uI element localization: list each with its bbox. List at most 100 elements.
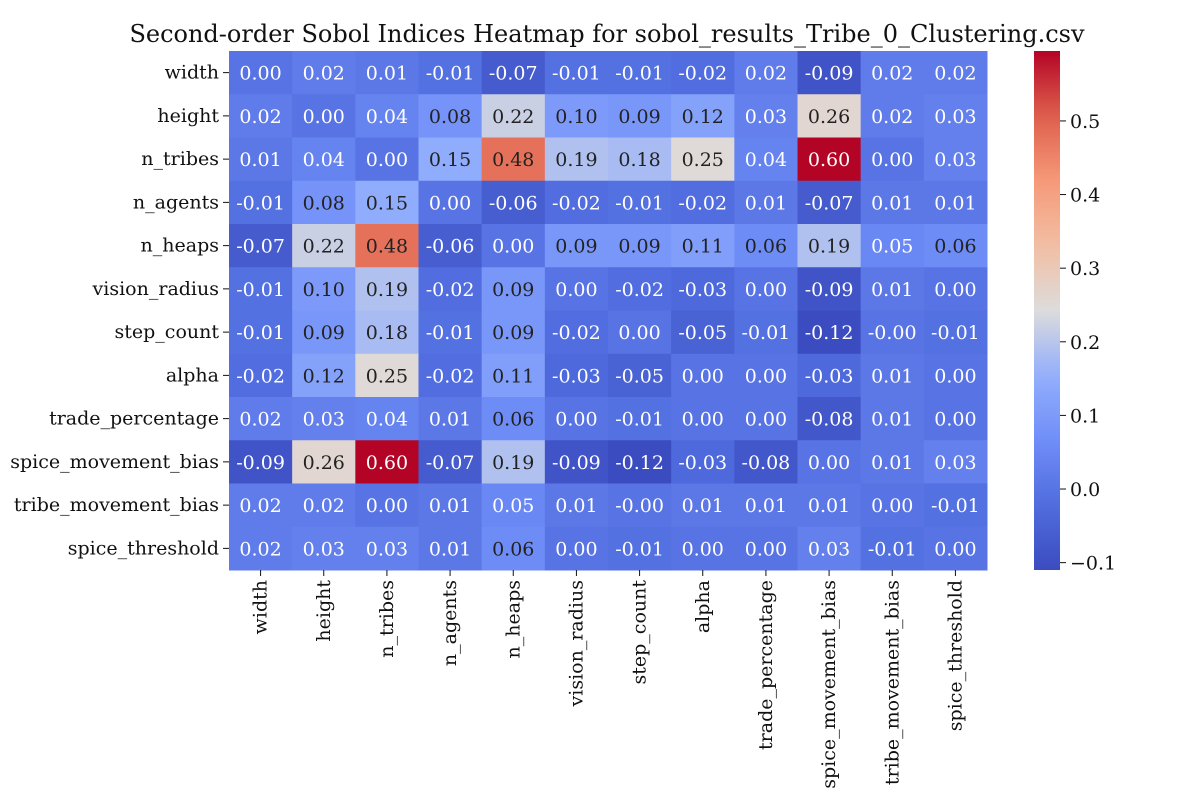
heatmap-cell: [734, 440, 798, 484]
heatmap-cell: [544, 526, 609, 571]
heatmap-cell-value: 0.05: [492, 495, 534, 517]
heatmap-cell: [292, 137, 356, 182]
heatmap-cell-value: -0.01: [868, 538, 917, 560]
heatmap-cell: [544, 440, 609, 484]
heatmap-cell-value: 0.03: [745, 106, 787, 128]
heatmap-cell-value: -0.07: [489, 63, 538, 85]
heatmap-cell-value: 0.02: [303, 63, 345, 85]
heatmap-cell: [860, 94, 925, 138]
heatmap-cell-value: 0.09: [555, 236, 597, 258]
heatmap-cell: [797, 51, 862, 95]
heatmap-cell-value: 0.03: [303, 409, 345, 431]
y-tick-label: spice_movement_bias: [10, 451, 219, 473]
heatmap-cell-value: 0.00: [871, 149, 913, 171]
heatmap-cells: [229, 51, 988, 571]
heatmap-cell: [544, 483, 609, 528]
heatmap-cell: [355, 94, 419, 138]
heatmap-cell: [923, 94, 988, 138]
heatmap-cell: [418, 51, 483, 95]
heatmap-cell-value: 0.12: [303, 365, 345, 387]
heatmap-cell: [481, 526, 546, 571]
heatmap-cell: [860, 440, 925, 484]
heatmap-cell: [229, 51, 293, 95]
heatmap-cell-value: 0.26: [808, 106, 850, 128]
heatmap-cell-value: -0.03: [805, 365, 854, 387]
heatmap-cell: [608, 353, 672, 398]
heatmap-cell: [797, 440, 862, 484]
heatmap-cell-value: -0.03: [678, 279, 727, 301]
heatmap-cell: [608, 137, 672, 182]
heatmap-cell-value: 0.15: [429, 149, 471, 171]
heatmap-cell-value: 0.00: [808, 452, 850, 474]
heatmap-cell: [608, 526, 672, 571]
heatmap-cell-value: -0.01: [615, 192, 664, 214]
heatmap-cell-value: -0.01: [615, 409, 664, 431]
heatmap-cell: [418, 267, 483, 311]
heatmap-cell: [671, 526, 735, 571]
heatmap-cell: [608, 51, 672, 95]
heatmap-cell-value: 0.09: [618, 236, 660, 258]
heatmap-cell-value: 0.01: [429, 409, 471, 431]
heatmap-cell-value: 0.03: [303, 538, 345, 560]
heatmap-cell: [671, 94, 735, 138]
x-tick-label: vision_radius: [565, 580, 587, 707]
heatmap-cell-value: 0.25: [682, 149, 724, 171]
heatmap-cell: [292, 483, 356, 528]
heatmap-cell-value: 0.00: [618, 322, 660, 344]
heatmap-cell-value: 0.18: [618, 149, 660, 171]
heatmap-cell: [860, 353, 925, 398]
y-tick-label: step_count: [115, 321, 220, 343]
x-tick-label: width: [250, 580, 272, 634]
heatmap-cell-value: -0.03: [552, 365, 601, 387]
heatmap-cell: [481, 440, 546, 484]
heatmap-cell-value: 0.19: [492, 452, 534, 474]
heatmap-cell: [229, 224, 293, 268]
heatmap-cell-value: 0.02: [239, 409, 281, 431]
heatmap-cell: [860, 51, 925, 95]
heatmap-cell-value: 0.05: [871, 236, 913, 258]
heatmap-cell-value: 0.01: [871, 365, 913, 387]
colorbar-ticks: −0.1 0.0 0.1 0.2 0.3 0.4 0.5: [1060, 111, 1116, 575]
heatmap-cell: [292, 94, 356, 138]
colorbar-tick-label: 0.3: [1070, 258, 1100, 280]
heatmap-cell: [355, 180, 419, 225]
heatmap-cell-value: 0.03: [934, 452, 976, 474]
heatmap-cell-value: -0.01: [236, 279, 285, 301]
heatmap-cell-value: 0.02: [239, 106, 281, 128]
heatmap-cell: [923, 137, 988, 182]
heatmap-cell-value: 0.09: [303, 322, 345, 344]
heatmap-cell: [671, 310, 735, 355]
heatmap-cell: [923, 440, 988, 484]
heatmap-cell: [418, 440, 483, 484]
heatmap-cell-value: 0.09: [492, 279, 534, 301]
heatmap-cell: [671, 51, 735, 95]
heatmap-cell-value: 0.19: [808, 236, 850, 258]
heatmap-cell: [734, 224, 798, 268]
heatmap-cell: [292, 51, 356, 95]
heatmap-cell: [355, 267, 419, 311]
heatmap-cell-value: -0.02: [236, 365, 285, 387]
heatmap-cell-value: 0.60: [366, 452, 408, 474]
heatmap-cell-value: 0.00: [555, 538, 597, 560]
heatmap-cell: [923, 267, 988, 311]
heatmap-cell-value: -0.09: [236, 452, 285, 474]
heatmap-cell-value: -0.02: [552, 322, 601, 344]
heatmap-cell-value: 0.11: [682, 236, 724, 258]
colorbar-tick-label: 0.1: [1070, 405, 1100, 427]
heatmap-cell-value: -0.02: [426, 365, 475, 387]
heatmap-cell-value: -0.08: [805, 409, 854, 431]
x-tick-label: tribe_movement_bias: [881, 580, 903, 785]
heatmap-cell: [923, 51, 988, 95]
heatmap-cell: [734, 353, 798, 398]
heatmap-cell: [418, 483, 483, 528]
heatmap-cell: [860, 180, 925, 225]
heatmap-cell-value: 0.01: [871, 192, 913, 214]
heatmap-cell: [418, 526, 483, 571]
heatmap-cell-value: 0.01: [366, 63, 408, 85]
heatmap-cell: [355, 310, 419, 355]
heatmap-cell-value: 0.06: [492, 409, 534, 431]
heatmap-cell: [860, 397, 925, 441]
heatmap-cell: [292, 180, 356, 225]
heatmap-cell: [860, 526, 925, 571]
heatmap-cell-value: 0.03: [366, 538, 408, 560]
